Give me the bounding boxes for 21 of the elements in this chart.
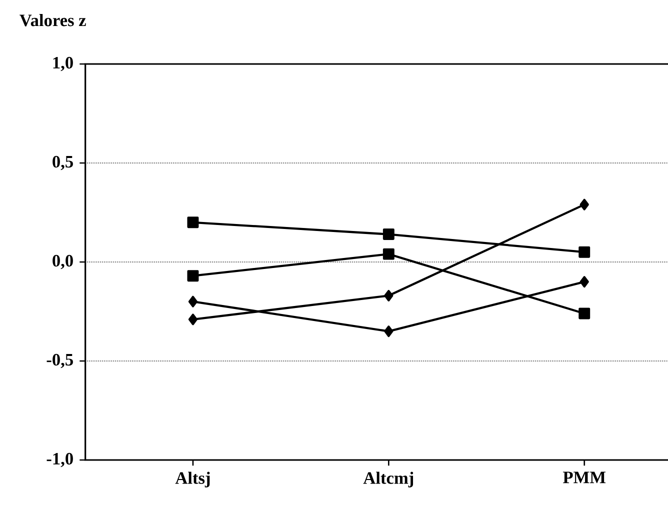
- point: [580, 199, 589, 210]
- y-tick-label: 0,5: [52, 156, 73, 170]
- x-tick-label: Altcmj: [363, 472, 414, 488]
- x-tick-label: Altsj: [175, 472, 210, 488]
- y-tick-label: -0,5: [46, 354, 73, 368]
- point: [384, 290, 394, 302]
- point: [187, 270, 199, 282]
- y-tick-label: 1,0: [53, 57, 73, 72]
- y-tick-label: 0,0: [52, 255, 73, 270]
- point: [188, 296, 198, 308]
- point: [580, 276, 589, 288]
- point: [382, 228, 394, 240]
- point: [578, 246, 590, 258]
- point: [188, 314, 198, 326]
- point: [384, 326, 394, 338]
- y-tick-label: -1,0: [46, 453, 73, 468]
- point: [187, 216, 199, 228]
- point: [578, 308, 590, 320]
- y-axis-title: Valores z: [20, 14, 86, 27]
- point: [382, 248, 394, 260]
- x-tick-label: PMM: [563, 472, 606, 484]
